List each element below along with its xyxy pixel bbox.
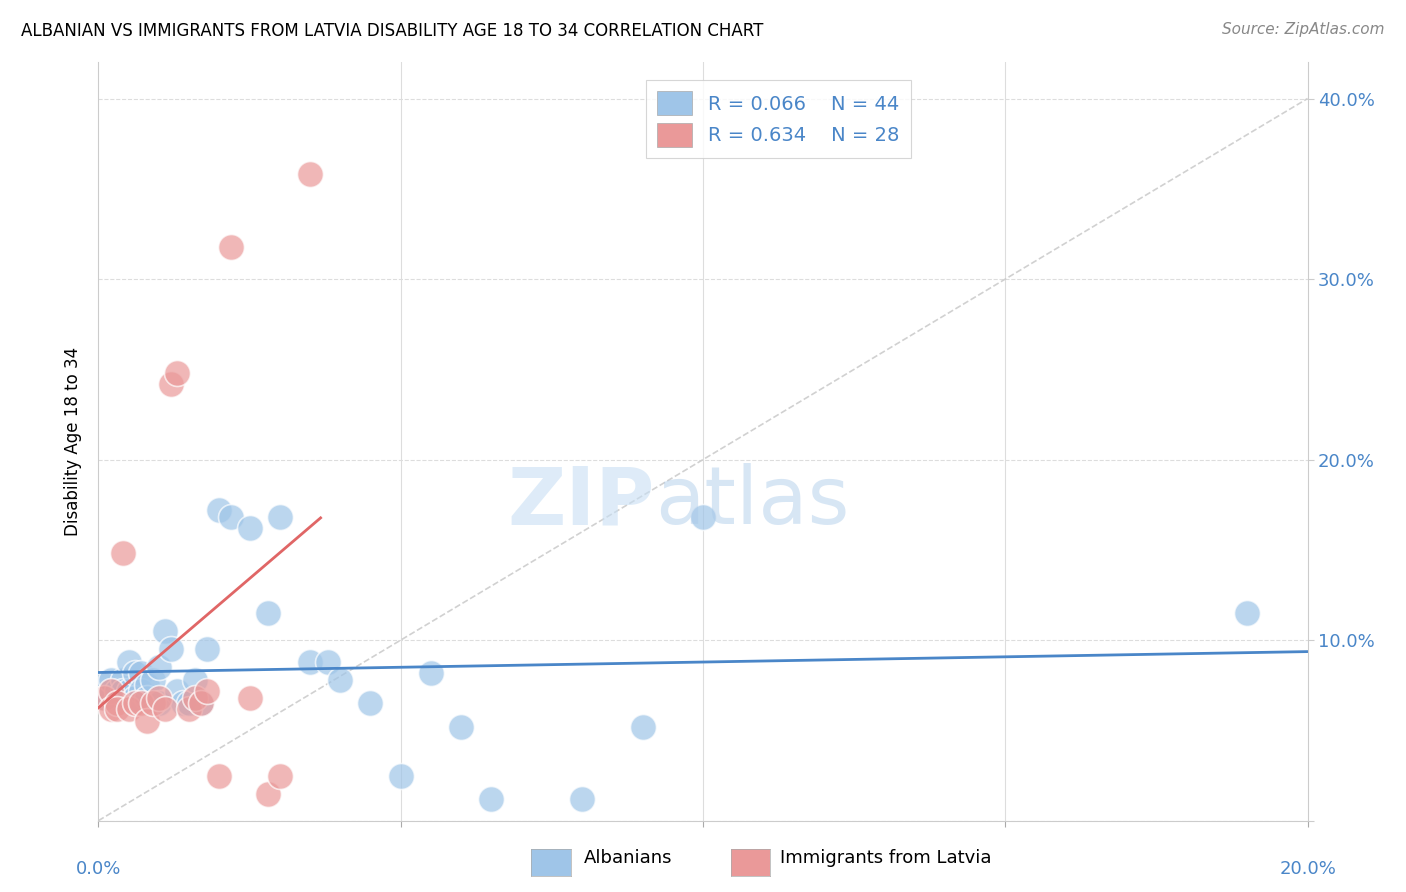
Point bbox=[129, 665, 152, 680]
Point bbox=[93, 690, 115, 705]
Point bbox=[148, 696, 170, 710]
Point bbox=[111, 683, 134, 698]
Point bbox=[221, 239, 243, 253]
Point bbox=[148, 690, 170, 705]
Point bbox=[142, 673, 165, 687]
Point bbox=[118, 702, 141, 716]
Point bbox=[160, 642, 183, 657]
Text: 0.0%: 0.0% bbox=[76, 860, 121, 878]
Point bbox=[153, 624, 176, 639]
Point bbox=[269, 768, 291, 782]
Point bbox=[105, 683, 128, 698]
Point bbox=[256, 787, 278, 801]
Point bbox=[105, 702, 128, 716]
Point bbox=[160, 376, 183, 391]
Point bbox=[239, 521, 262, 535]
Point bbox=[221, 510, 243, 524]
Point bbox=[184, 673, 207, 687]
Point bbox=[190, 696, 212, 710]
Text: Albanians: Albanians bbox=[583, 849, 672, 867]
Point bbox=[184, 690, 207, 705]
Y-axis label: Disability Age 18 to 34: Disability Age 18 to 34 bbox=[65, 347, 83, 536]
Point bbox=[118, 655, 141, 669]
Point bbox=[100, 702, 122, 716]
Text: Source: ZipAtlas.com: Source: ZipAtlas.com bbox=[1222, 22, 1385, 37]
Point bbox=[135, 714, 157, 729]
Point bbox=[179, 702, 201, 716]
Text: ZIP: ZIP bbox=[508, 463, 655, 541]
Point bbox=[420, 665, 443, 680]
Point bbox=[208, 768, 231, 782]
Point bbox=[142, 696, 165, 710]
Point bbox=[124, 696, 146, 710]
Point bbox=[208, 503, 231, 517]
Point bbox=[166, 366, 188, 380]
Point bbox=[124, 665, 146, 680]
Point bbox=[195, 642, 218, 657]
Point bbox=[100, 673, 122, 687]
Point bbox=[100, 683, 122, 698]
Point bbox=[190, 696, 212, 710]
Point bbox=[111, 673, 134, 687]
Point bbox=[129, 683, 152, 698]
Point bbox=[135, 678, 157, 692]
Point bbox=[389, 768, 412, 782]
Point bbox=[105, 690, 128, 705]
Point bbox=[124, 690, 146, 705]
Text: ALBANIAN VS IMMIGRANTS FROM LATVIA DISABILITY AGE 18 TO 34 CORRELATION CHART: ALBANIAN VS IMMIGRANTS FROM LATVIA DISAB… bbox=[21, 22, 763, 40]
Text: 20.0%: 20.0% bbox=[1279, 860, 1336, 878]
Point bbox=[179, 696, 201, 710]
Point bbox=[105, 696, 128, 710]
Point bbox=[195, 683, 218, 698]
Point bbox=[360, 696, 382, 710]
Point bbox=[571, 792, 593, 806]
Point bbox=[148, 660, 170, 674]
Point bbox=[1236, 606, 1258, 620]
Point bbox=[93, 678, 115, 692]
Point bbox=[481, 792, 503, 806]
Text: Immigrants from Latvia: Immigrants from Latvia bbox=[780, 849, 991, 867]
Point bbox=[129, 696, 152, 710]
Point bbox=[631, 720, 654, 734]
Point bbox=[299, 655, 322, 669]
Point bbox=[316, 655, 339, 669]
Point bbox=[299, 167, 322, 181]
Point bbox=[172, 696, 194, 710]
Point bbox=[269, 510, 291, 524]
Point bbox=[153, 702, 176, 716]
Point bbox=[93, 690, 115, 705]
Point bbox=[256, 606, 278, 620]
Point bbox=[135, 690, 157, 705]
Text: atlas: atlas bbox=[655, 463, 849, 541]
Point bbox=[100, 683, 122, 698]
Point bbox=[111, 546, 134, 560]
Point bbox=[450, 720, 472, 734]
Point bbox=[329, 673, 352, 687]
Point bbox=[239, 690, 262, 705]
Legend: R = 0.066    N = 44, R = 0.634    N = 28: R = 0.066 N = 44, R = 0.634 N = 28 bbox=[645, 79, 911, 158]
Point bbox=[118, 683, 141, 698]
Point bbox=[692, 510, 714, 524]
Point bbox=[166, 683, 188, 698]
